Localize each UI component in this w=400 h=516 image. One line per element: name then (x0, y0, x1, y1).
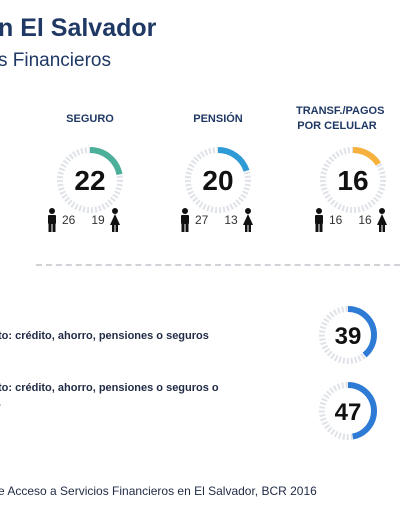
donut-value-row-2: 47 (335, 399, 362, 426)
women-value-transf: 16 (358, 213, 372, 227)
men-value-seguro: 26 (62, 213, 76, 227)
donut-value-transf: 16 (337, 165, 368, 196)
donut-arc-row-1 (319, 306, 377, 364)
donut-value-row-1: 39 (335, 323, 362, 350)
sex-row-transf: 16 16 (312, 208, 389, 232)
donut-value-seguro: 22 (74, 165, 105, 196)
page-title: n El Salvador (0, 14, 157, 42)
donut-arc-pension (185, 147, 251, 213)
male-icon (48, 208, 56, 232)
women-value-pension: 13 (224, 213, 238, 227)
label-seguro: SEGURO (66, 113, 114, 125)
divider (36, 264, 400, 266)
donut-pension: 20 (185, 147, 251, 213)
donut-arc-row-2 (319, 382, 377, 440)
female-icon (376, 208, 387, 232)
donut-arc-seguro (57, 147, 123, 213)
donut-value-pension: 20 (202, 165, 233, 196)
label-transf: TRANSF./PAGOS POR CELULAR (296, 105, 385, 132)
men-value-pension: 27 (195, 213, 209, 227)
page-subtitle: s Financieros (0, 50, 111, 71)
men-value-transf: 16 (329, 213, 343, 227)
donut-seguro: 22 (57, 147, 123, 213)
donut-arc-transf (320, 147, 386, 213)
row-label-2-line2: . (0, 396, 219, 411)
male-icon (315, 208, 323, 232)
sex-row-pension: 27 13 (178, 208, 255, 232)
female-icon (109, 208, 120, 232)
donut-row-2: 47 (319, 382, 377, 440)
male-icon (181, 208, 189, 232)
donut-row-1: 39 (319, 306, 377, 364)
female-icon (242, 208, 253, 232)
row-label-1: to: crédito, ahorro, pensiones o seguros (0, 330, 209, 342)
sex-row-seguro: 26 19 (45, 208, 122, 232)
row-label-2: to: crédito, ahorro, pensiones o seguros… (0, 381, 219, 411)
row-label-2-line1: to: crédito, ahorro, pensiones o seguros… (0, 382, 219, 394)
women-value-seguro: 19 (91, 213, 105, 227)
source-note: e Acceso a Servicios Financieros en El S… (0, 484, 317, 498)
donut-transf: 16 (320, 147, 386, 213)
label-pension: PENSIÓN (193, 113, 243, 125)
